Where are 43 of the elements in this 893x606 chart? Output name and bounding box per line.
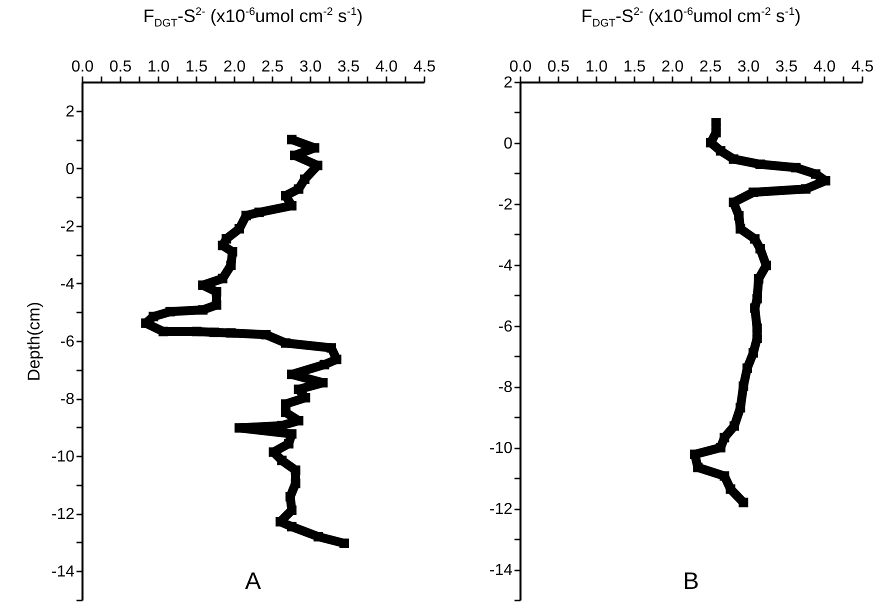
x-tick-label: 4.0 [375, 58, 398, 76]
y-tick-label: -14 [51, 564, 75, 581]
x-tick-label: 4.5 [413, 58, 436, 76]
x-tick-label: 3.0 [737, 58, 760, 76]
x-tick-label: 0.0 [71, 58, 94, 76]
x-tick-label: 0.5 [547, 58, 570, 76]
y-tick-label: -10 [489, 440, 513, 458]
y-tick-label: -6 [60, 334, 75, 350]
y-tick-label: -2 [498, 196, 513, 214]
x-tick-label: 1.5 [185, 58, 208, 76]
x-tick-label: 3.5 [337, 58, 360, 76]
y-tick-label: -8 [60, 391, 75, 408]
x-tick-label: 1.5 [623, 58, 646, 76]
y-tick-label: -4 [60, 276, 75, 293]
x-tick-label: 1.0 [585, 58, 608, 76]
annotation: A [244, 568, 262, 595]
x-tick-label: 0.5 [109, 58, 132, 76]
annotation: B [682, 568, 700, 595]
x-tick-label: 2.5 [261, 58, 284, 76]
text: F$_{DGT}$-S$^{2-}$ (x10$^{-6}$umol cm$^{-2}$ s$^{-1}$) [581, 6, 801, 30]
x-tick-label: 4.5 [851, 58, 874, 76]
y-tick-label: -6 [498, 318, 513, 336]
y-tick-label: -14 [489, 562, 513, 580]
text: F$_{DGT}$-S$^{2-}$ (x10$^{-6}$umol cm$^{-2}$ s$^{-1}$) [143, 6, 363, 30]
y-tick-label: 2 [504, 74, 513, 92]
y-tick-label: 2 [66, 103, 75, 120]
x-tick-label: 2.0 [223, 58, 246, 76]
x-tick-label: 0.0 [509, 58, 532, 76]
x-tick-label: 3.5 [775, 58, 798, 76]
y-tick-label: -4 [498, 257, 513, 274]
y-tick-label: -2 [60, 218, 75, 236]
y-tick-label: 0 [66, 160, 75, 178]
x-tick-label: 3.0 [299, 58, 322, 76]
y-tick-label: 0 [504, 135, 513, 152]
x-tick-label: 2.0 [661, 58, 684, 76]
x-tick-label: 2.5 [699, 58, 722, 76]
y-tick-label: -12 [489, 501, 513, 518]
x-tick-label: 4.0 [813, 58, 836, 76]
x-tick-label: 1.0 [147, 58, 170, 76]
y-tick-label: -10 [51, 448, 75, 466]
y-axis-title: Depth(cm) [24, 302, 44, 382]
y-tick-label: -12 [51, 506, 75, 524]
y-tick-label: -8 [498, 379, 513, 396]
